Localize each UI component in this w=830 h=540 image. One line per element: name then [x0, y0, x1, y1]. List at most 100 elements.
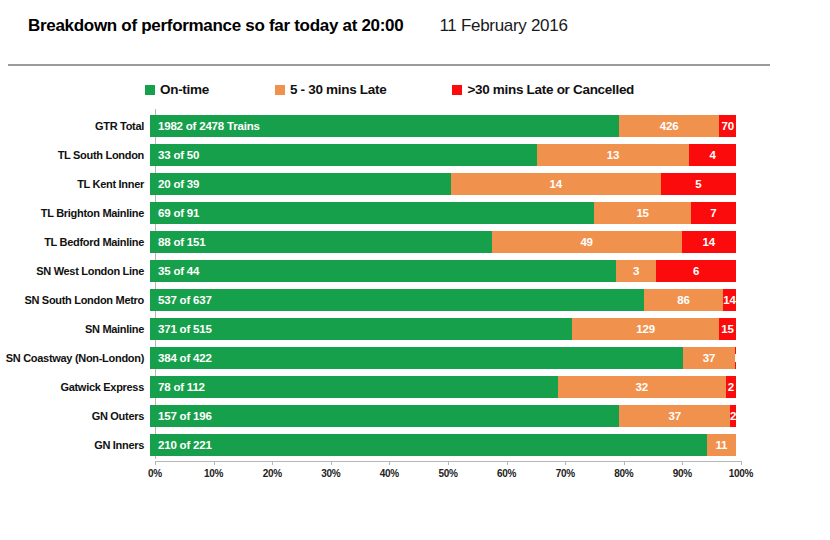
bar-segment-on-time: 33 of 50 [150, 144, 537, 166]
bar-value-label: 69 of 91 [150, 207, 199, 219]
axis-tick [155, 461, 156, 465]
performance-report-page: Breakdown of performance so far today at… [0, 0, 830, 540]
legend-item-on-time: On-time [145, 82, 209, 97]
legend-item-late-5-30: 5 - 30 mins Late [275, 82, 387, 97]
performance-bar-chart: GTR Total1982 of 2478 Trains42670TL Sout… [2, 111, 830, 459]
bar-track: 371 of 51512915 [150, 318, 736, 340]
bar-segment-late-30-cancelled: 6 [656, 260, 736, 282]
bar-value-label: 70 [722, 120, 734, 132]
bar-track: 69 of 91157 [150, 202, 736, 224]
bar-value-label: 37 [668, 410, 680, 422]
chart-row: SN South London Metro537 of 6378614 [2, 285, 830, 314]
bar-value-label: 1982 of 2478 Trains [150, 120, 260, 132]
bar-value-label: 14 [723, 294, 735, 306]
legend-label: On-time [160, 82, 209, 97]
bar-segment-late-30-cancelled: 14 [682, 231, 736, 253]
chart-row: TL South London33 of 50 13 4 [2, 140, 830, 169]
bar-segment-on-time: 88 of 151 [150, 231, 492, 253]
row-label: GN Inners [2, 439, 150, 451]
bar-track: 88 of 151 49 14 [150, 231, 736, 253]
bar-segment-late-30-cancelled: 15 [719, 318, 736, 340]
bar-segment-late-30-cancelled: 14 [723, 289, 736, 311]
chart-row: SN Coastway (Non-London)384 of 422371 [2, 343, 830, 372]
row-label: Gatwick Express [2, 381, 150, 393]
row-label: TL Kent Inner [2, 178, 150, 190]
bar-value-label: 15 [636, 207, 648, 219]
axis-tick-label: 0% [148, 468, 162, 479]
row-label: TL South London [2, 149, 150, 161]
bar-track: 1982 of 2478 Trains 426 70 [150, 115, 736, 137]
bar-segment-late-30-cancelled: 4 [689, 144, 736, 166]
bar-value-label: 13 [607, 149, 619, 161]
axis-tick [448, 461, 449, 465]
bar-segment-late-5-30: 426 [619, 115, 720, 137]
bar-value-label: 371 of 515 [150, 323, 212, 335]
bar-value-label: 537 of 637 [150, 294, 212, 306]
bar-segment-on-time: 20 of 39 [150, 173, 451, 195]
row-label: SN West London Line [2, 265, 150, 277]
bar-segment-on-time: 69 of 91 [150, 202, 594, 224]
chart-row: SN West London Line35 of 4436 [2, 256, 830, 285]
axis-tick [565, 461, 566, 465]
x-axis: 0%10%20%30%40%50%60%70%80%90%100% [155, 461, 741, 487]
axis-tick-label: 30% [321, 468, 340, 479]
bar-segment-late-5-30: 86 [644, 289, 723, 311]
axis-tick [331, 461, 332, 465]
bar-value-label: 86 [677, 294, 689, 306]
bar-value-label: 14 [703, 236, 715, 248]
axis-tick-label: 90% [673, 468, 692, 479]
bar-value-label: 3 [633, 265, 639, 277]
bar-segment-late-30-cancelled: 5 [661, 173, 736, 195]
bar-value-label: 1 [735, 352, 736, 364]
bar-value-label: 20 of 39 [150, 178, 199, 190]
axis-tick-label: 20% [263, 468, 282, 479]
axis-tick-label: 100% [729, 468, 753, 479]
axis-tick [389, 461, 390, 465]
row-label: TL Brighton Mainline [2, 207, 150, 219]
bar-segment-late-30-cancelled: 1 [735, 347, 736, 369]
axis-tick-label: 60% [497, 468, 516, 479]
chart-row: GN Outers157 of 196372 [2, 401, 830, 430]
row-label: GTR Total [2, 120, 150, 132]
chart-row: Gatwick Express78 of 112322 [2, 372, 830, 401]
bar-track: 33 of 50 13 4 [150, 144, 736, 166]
on-time-swatch-icon [145, 85, 155, 95]
bar-segment-late-5-30: 37 [683, 347, 734, 369]
bar-value-label: 88 of 151 [150, 236, 205, 248]
bar-value-label: 11 [716, 439, 728, 451]
axis-tick-label: 80% [614, 468, 633, 479]
legend-label: 5 - 30 mins Late [290, 82, 387, 97]
bar-track: 384 of 422371 [150, 347, 736, 369]
chart-row: TL Bedford Mainline88 of 1514914 [2, 227, 830, 256]
chart-legend: On-time 5 - 30 mins Late >30 mins Late or … [145, 82, 830, 97]
bar-segment-late-5-30: 32 [558, 376, 725, 398]
bar-value-label: 15 [721, 323, 733, 335]
bar-segment-late-5-30: 14 [451, 173, 661, 195]
bar-value-label: 426 [660, 120, 679, 132]
bar-segment-late-5-30: 37 [619, 405, 730, 427]
late-30-cancelled-swatch-icon [452, 85, 462, 95]
axis-tick-label: 70% [556, 468, 575, 479]
report-date: 11 February 2016 [439, 16, 567, 36]
bar-segment-on-time: 157 of 196 [150, 405, 619, 427]
legend-label: >30 mins Late or Cancelled [467, 82, 634, 97]
chart-row: GN Inners210 of 22111 [2, 430, 830, 459]
bar-track: 20 of 39 14 5 [150, 173, 736, 195]
row-label: SN Mainline [2, 323, 150, 335]
bar-value-label: 49 [580, 236, 592, 248]
bar-value-label: 4 [709, 149, 715, 161]
bar-value-label: 2 [730, 410, 736, 422]
bar-segment-on-time: 371 of 515 [150, 318, 572, 340]
bar-value-label: 14 [549, 178, 561, 190]
chart-row: GTR Total1982 of 2478 Trains 426 70 [2, 111, 830, 140]
bar-segment-late-5-30: 3 [616, 260, 656, 282]
row-label: SN Coastway (Non-London) [2, 352, 150, 364]
axis-tick-label: 50% [438, 468, 457, 479]
bar-segment-on-time: 537 of 637 [150, 289, 644, 311]
bar-segment-late-5-30: 15 [594, 202, 691, 224]
bar-segment-late-30-cancelled: 70 [719, 115, 736, 137]
chart-row: TL Brighton Mainline69 of 91157 [2, 198, 830, 227]
bar-value-label: 37 [703, 352, 715, 364]
chart-row: TL Kent Inner20 of 39 14 5 [2, 169, 830, 198]
bar-value-label: 32 [636, 381, 648, 393]
